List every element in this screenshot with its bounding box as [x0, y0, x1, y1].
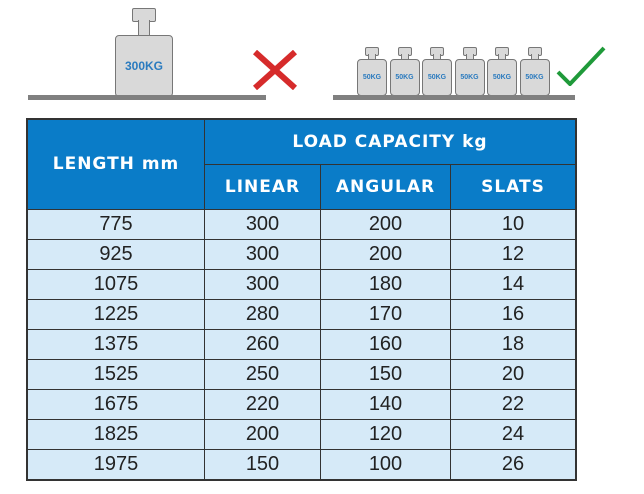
load-capacity-table: LENGTH mm LOAD CAPACITY kg LINEAR ANGULA… — [26, 118, 577, 481]
cell-length: 925 — [26, 238, 205, 270]
cell-angular: 120 — [320, 418, 451, 450]
cell-linear: 250 — [204, 358, 321, 390]
table-row: 1975 150 100 26 — [26, 448, 577, 480]
cell-length: 1375 — [26, 328, 205, 360]
heavy-weight-label: 300KG — [115, 35, 173, 97]
cell-slats: 26 — [450, 448, 577, 480]
cell-length: 1675 — [26, 388, 205, 420]
header-load-capacity: LOAD CAPACITY kg — [204, 118, 577, 165]
red-cross-icon — [252, 50, 298, 90]
cell-slats: 18 — [450, 328, 577, 360]
light-weight: 50KG — [422, 47, 452, 96]
header-slats: SLATS — [450, 163, 577, 210]
shelf-left — [28, 95, 266, 100]
light-weight-label: 50KG — [357, 59, 387, 96]
cell-linear: 300 — [204, 238, 321, 270]
cell-linear: 300 — [204, 268, 321, 300]
table-row: 1375 260 160 18 — [26, 328, 577, 360]
cell-angular: 140 — [320, 388, 451, 420]
cell-angular: 200 — [320, 208, 451, 240]
table-row: 1825 200 120 24 — [26, 418, 577, 450]
light-weight: 50KG — [357, 47, 387, 96]
cell-slats: 16 — [450, 298, 577, 330]
cell-angular: 100 — [320, 448, 451, 480]
cell-length: 1975 — [26, 448, 205, 480]
header-angular: ANGULAR — [320, 163, 451, 210]
cell-slats: 20 — [450, 358, 577, 390]
header-length: LENGTH mm — [26, 118, 205, 210]
cell-angular: 150 — [320, 358, 451, 390]
table-row: 1225 280 170 16 — [26, 298, 577, 330]
cell-linear: 260 — [204, 328, 321, 360]
shelf-right — [333, 95, 575, 100]
light-weight: 50KG — [454, 47, 485, 96]
light-weight-label: 50KG — [422, 59, 452, 96]
cell-length: 1225 — [26, 298, 205, 330]
light-weight: 50KG — [519, 47, 550, 96]
cell-angular: 160 — [320, 328, 451, 360]
header-linear: LINEAR — [204, 163, 321, 210]
light-weight: 50KG — [389, 47, 420, 96]
table-row: 1075 300 180 14 — [26, 268, 577, 300]
cell-length: 1075 — [26, 268, 205, 300]
light-weight-label: 50KG — [487, 59, 517, 96]
heavy-weight: 300KG — [115, 8, 173, 97]
cell-linear: 280 — [204, 298, 321, 330]
cell-angular: 170 — [320, 298, 451, 330]
green-check-icon — [556, 46, 606, 86]
table-row: 775 300 200 10 — [26, 208, 577, 240]
table-row: 1525 250 150 20 — [26, 358, 577, 390]
cell-linear: 220 — [204, 388, 321, 420]
table-row: 925 300 200 12 — [26, 238, 577, 270]
light-weight: 50KG — [487, 47, 517, 96]
cell-slats: 12 — [450, 238, 577, 270]
light-weight-label: 50KG — [389, 59, 420, 96]
cell-slats: 24 — [450, 418, 577, 450]
cell-length: 1825 — [26, 418, 205, 450]
table-row: 1675 220 140 22 — [26, 388, 577, 420]
cell-slats: 14 — [450, 268, 577, 300]
cell-linear: 300 — [204, 208, 321, 240]
cell-length: 775 — [26, 208, 205, 240]
cell-angular: 180 — [320, 268, 451, 300]
light-weight-label: 50KG — [454, 59, 485, 96]
cell-linear: 150 — [204, 448, 321, 480]
cell-length: 1525 — [26, 358, 205, 390]
cell-angular: 200 — [320, 238, 451, 270]
cell-slats: 22 — [450, 388, 577, 420]
light-weight-label: 50KG — [519, 59, 550, 96]
cell-slats: 10 — [450, 208, 577, 240]
cell-linear: 200 — [204, 418, 321, 450]
